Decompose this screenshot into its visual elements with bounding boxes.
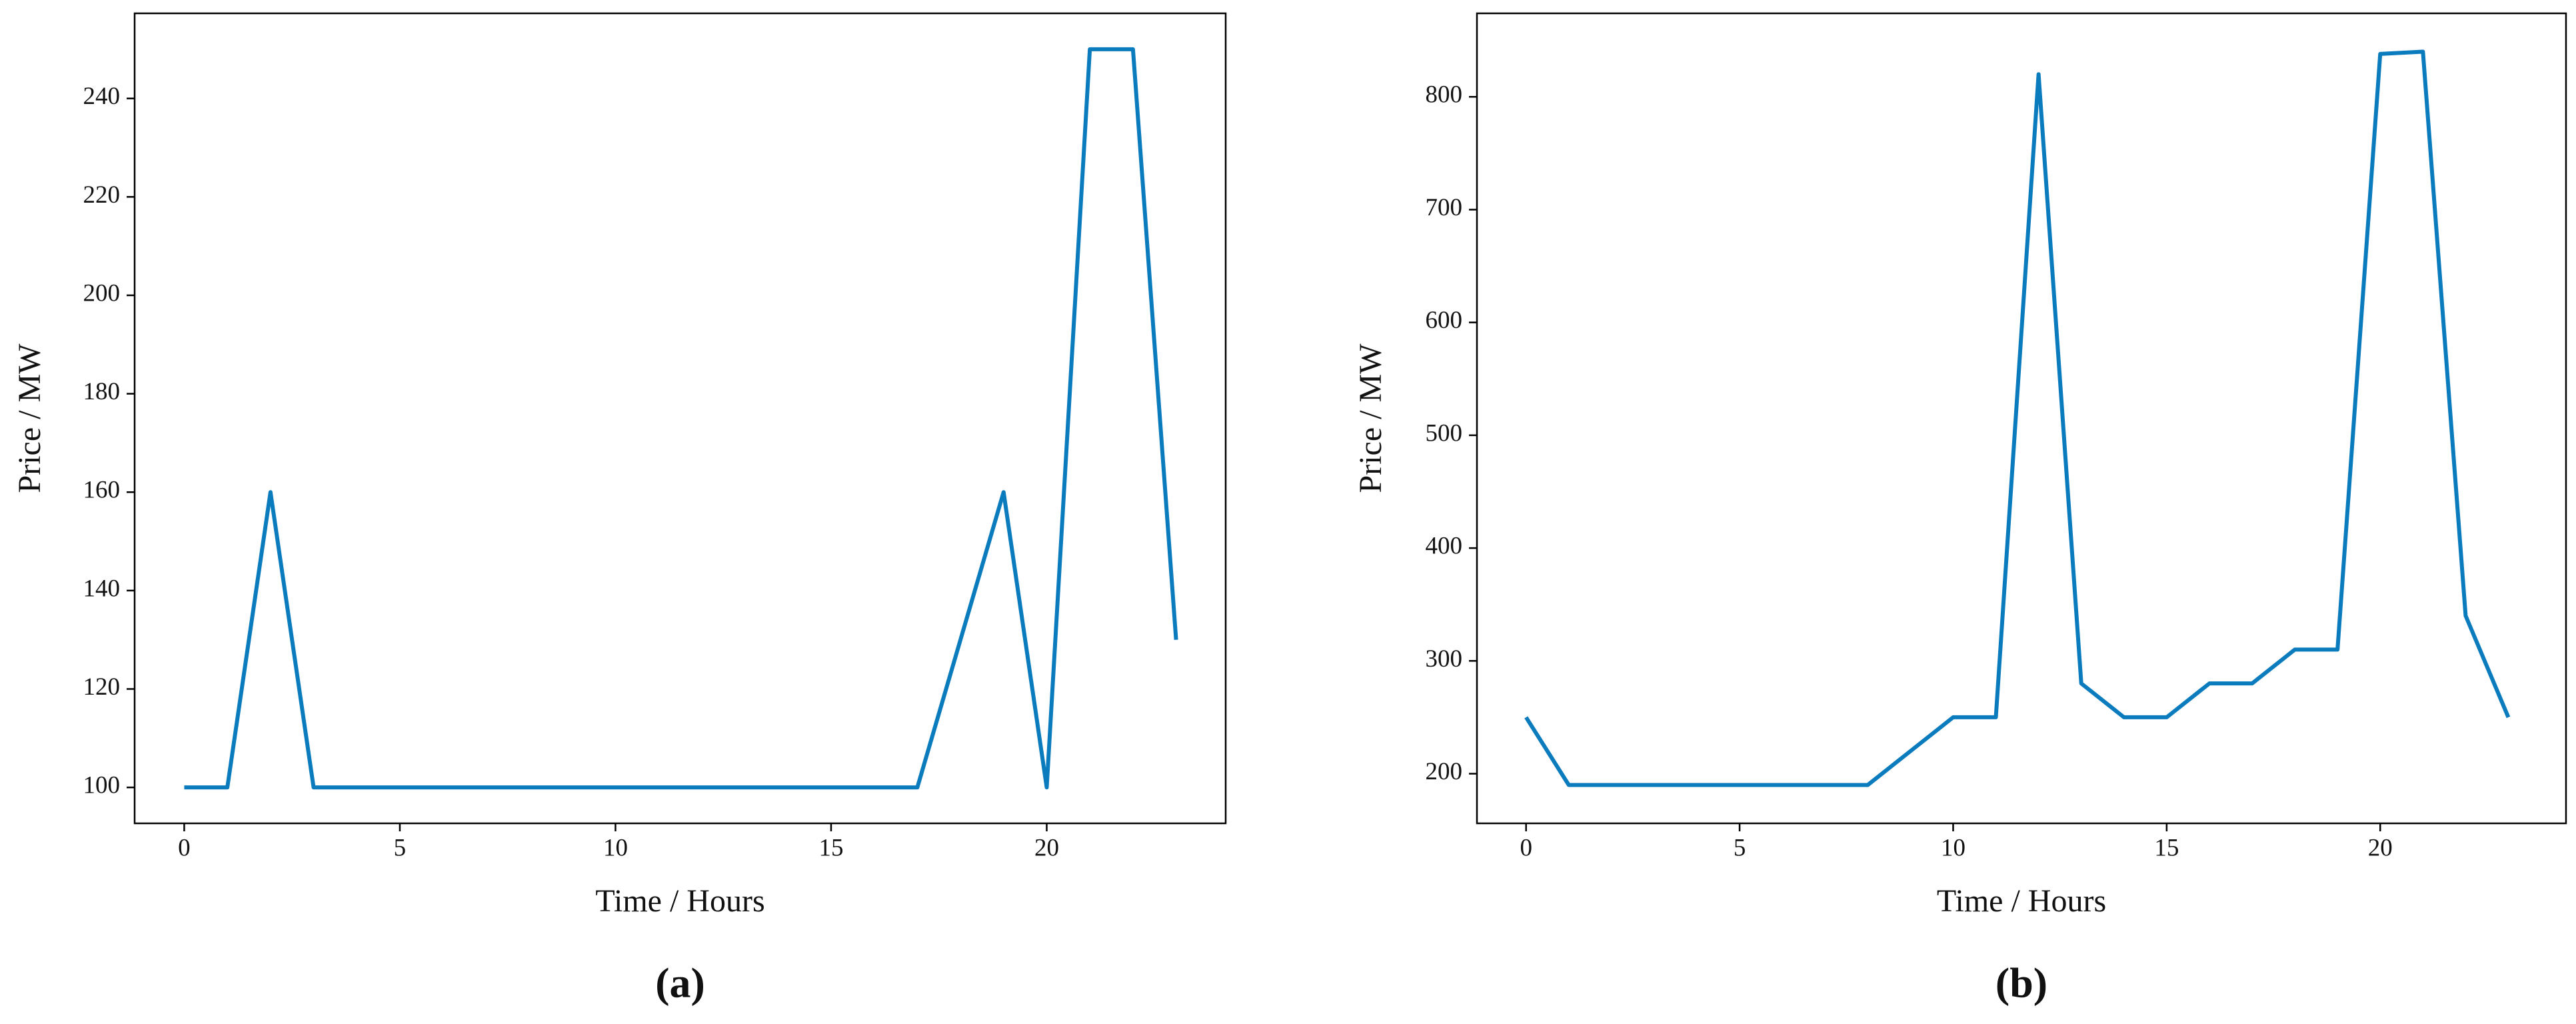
- x-tick-label: 20: [1034, 834, 1059, 861]
- plot-frame: [1476, 12, 2567, 825]
- y-tick-label: 140: [83, 575, 121, 602]
- y-tick-label: 220: [83, 181, 121, 209]
- x-tick-label: 20: [2368, 834, 2393, 861]
- panel-label: (a): [655, 959, 705, 1007]
- y-tick-label: 700: [1426, 194, 1463, 221]
- x-tick-label: 10: [1941, 834, 1965, 861]
- x-tick-label: 15: [818, 834, 843, 861]
- y-axis-label: Price / MW: [12, 343, 47, 493]
- y-tick-label: 600: [1426, 307, 1463, 334]
- y-tick-label: 180: [83, 378, 121, 405]
- y-tick-label: 800: [1426, 81, 1463, 109]
- y-tick-label: 300: [1426, 645, 1463, 673]
- x-tick-label: 15: [2154, 834, 2179, 861]
- x-tick-label: 5: [394, 834, 407, 861]
- x-axis-label: Time / Hours: [595, 883, 764, 919]
- y-tick-label: 200: [1426, 758, 1463, 785]
- x-tick-label: 10: [603, 834, 628, 861]
- line: [184, 47, 1178, 790]
- y-axis-label: Price / MW: [1353, 343, 1388, 493]
- line: [1524, 49, 2511, 787]
- y-tick-label: 500: [1426, 419, 1463, 447]
- x-axis-label: Time / Hours: [1937, 883, 2106, 919]
- y-tick-label: 120: [83, 673, 121, 701]
- y-tick-label: 100: [83, 772, 121, 799]
- x-tick-label: 5: [1734, 834, 1746, 861]
- x-tick-label: 0: [1520, 834, 1532, 861]
- panel-label: (b): [1995, 959, 2047, 1007]
- y-tick-label: 200: [83, 279, 121, 307]
- y-tick-label: 160: [83, 477, 121, 504]
- y-tick-label: 240: [83, 83, 121, 110]
- x-tick-label: 0: [178, 834, 191, 861]
- y-tick-label: 400: [1426, 533, 1463, 560]
- plot-frame: [133, 12, 1227, 825]
